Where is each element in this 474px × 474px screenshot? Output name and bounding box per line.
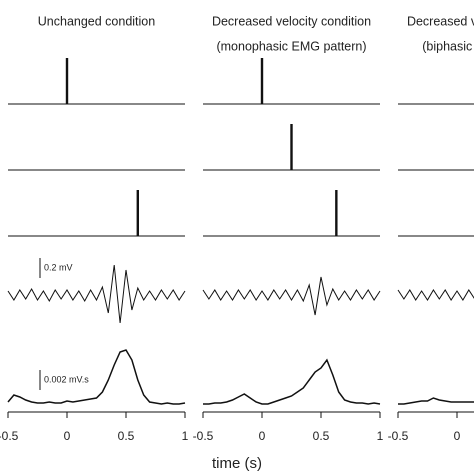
x-tick-label: 1 [377, 429, 384, 443]
scale-bar-label: 0.002 mV.s [44, 374, 89, 384]
emg-trace [202, 276, 381, 316]
spike [290, 124, 293, 170]
panel-title: (monophasic EMG pattern) [216, 39, 366, 53]
spike [136, 190, 139, 236]
x-tick-label: 0.5 [313, 429, 330, 443]
panel-title: Decreased velocity condition [212, 14, 371, 28]
emg-trace [7, 264, 186, 324]
spike [65, 58, 69, 104]
x-tick-label: -0.5 [0, 429, 19, 443]
x-tick-label: 0.5 [118, 429, 135, 443]
panel-title: Decreased velocity condition [407, 14, 474, 28]
x-tick-label: 0 [259, 429, 266, 443]
x-tick-label: 0 [64, 429, 71, 443]
spike [335, 190, 338, 236]
spike [260, 58, 264, 104]
x-axis-label: time (s) [212, 455, 262, 472]
x-tick-label: 0 [454, 429, 461, 443]
panel-title: (biphasic EMG pattern) [422, 39, 474, 53]
scale-bar-label: 0.2 mV [44, 262, 73, 272]
integrated-trace [203, 358, 381, 405]
panel-title: Unchanged condition [38, 14, 155, 28]
x-tick-label: -0.5 [193, 429, 214, 443]
integrated-trace [7, 349, 186, 405]
emg-trace [397, 289, 474, 301]
x-tick-label: 1 [182, 429, 189, 443]
x-tick-label: -0.5 [388, 429, 409, 443]
integrated-trace [398, 397, 474, 405]
